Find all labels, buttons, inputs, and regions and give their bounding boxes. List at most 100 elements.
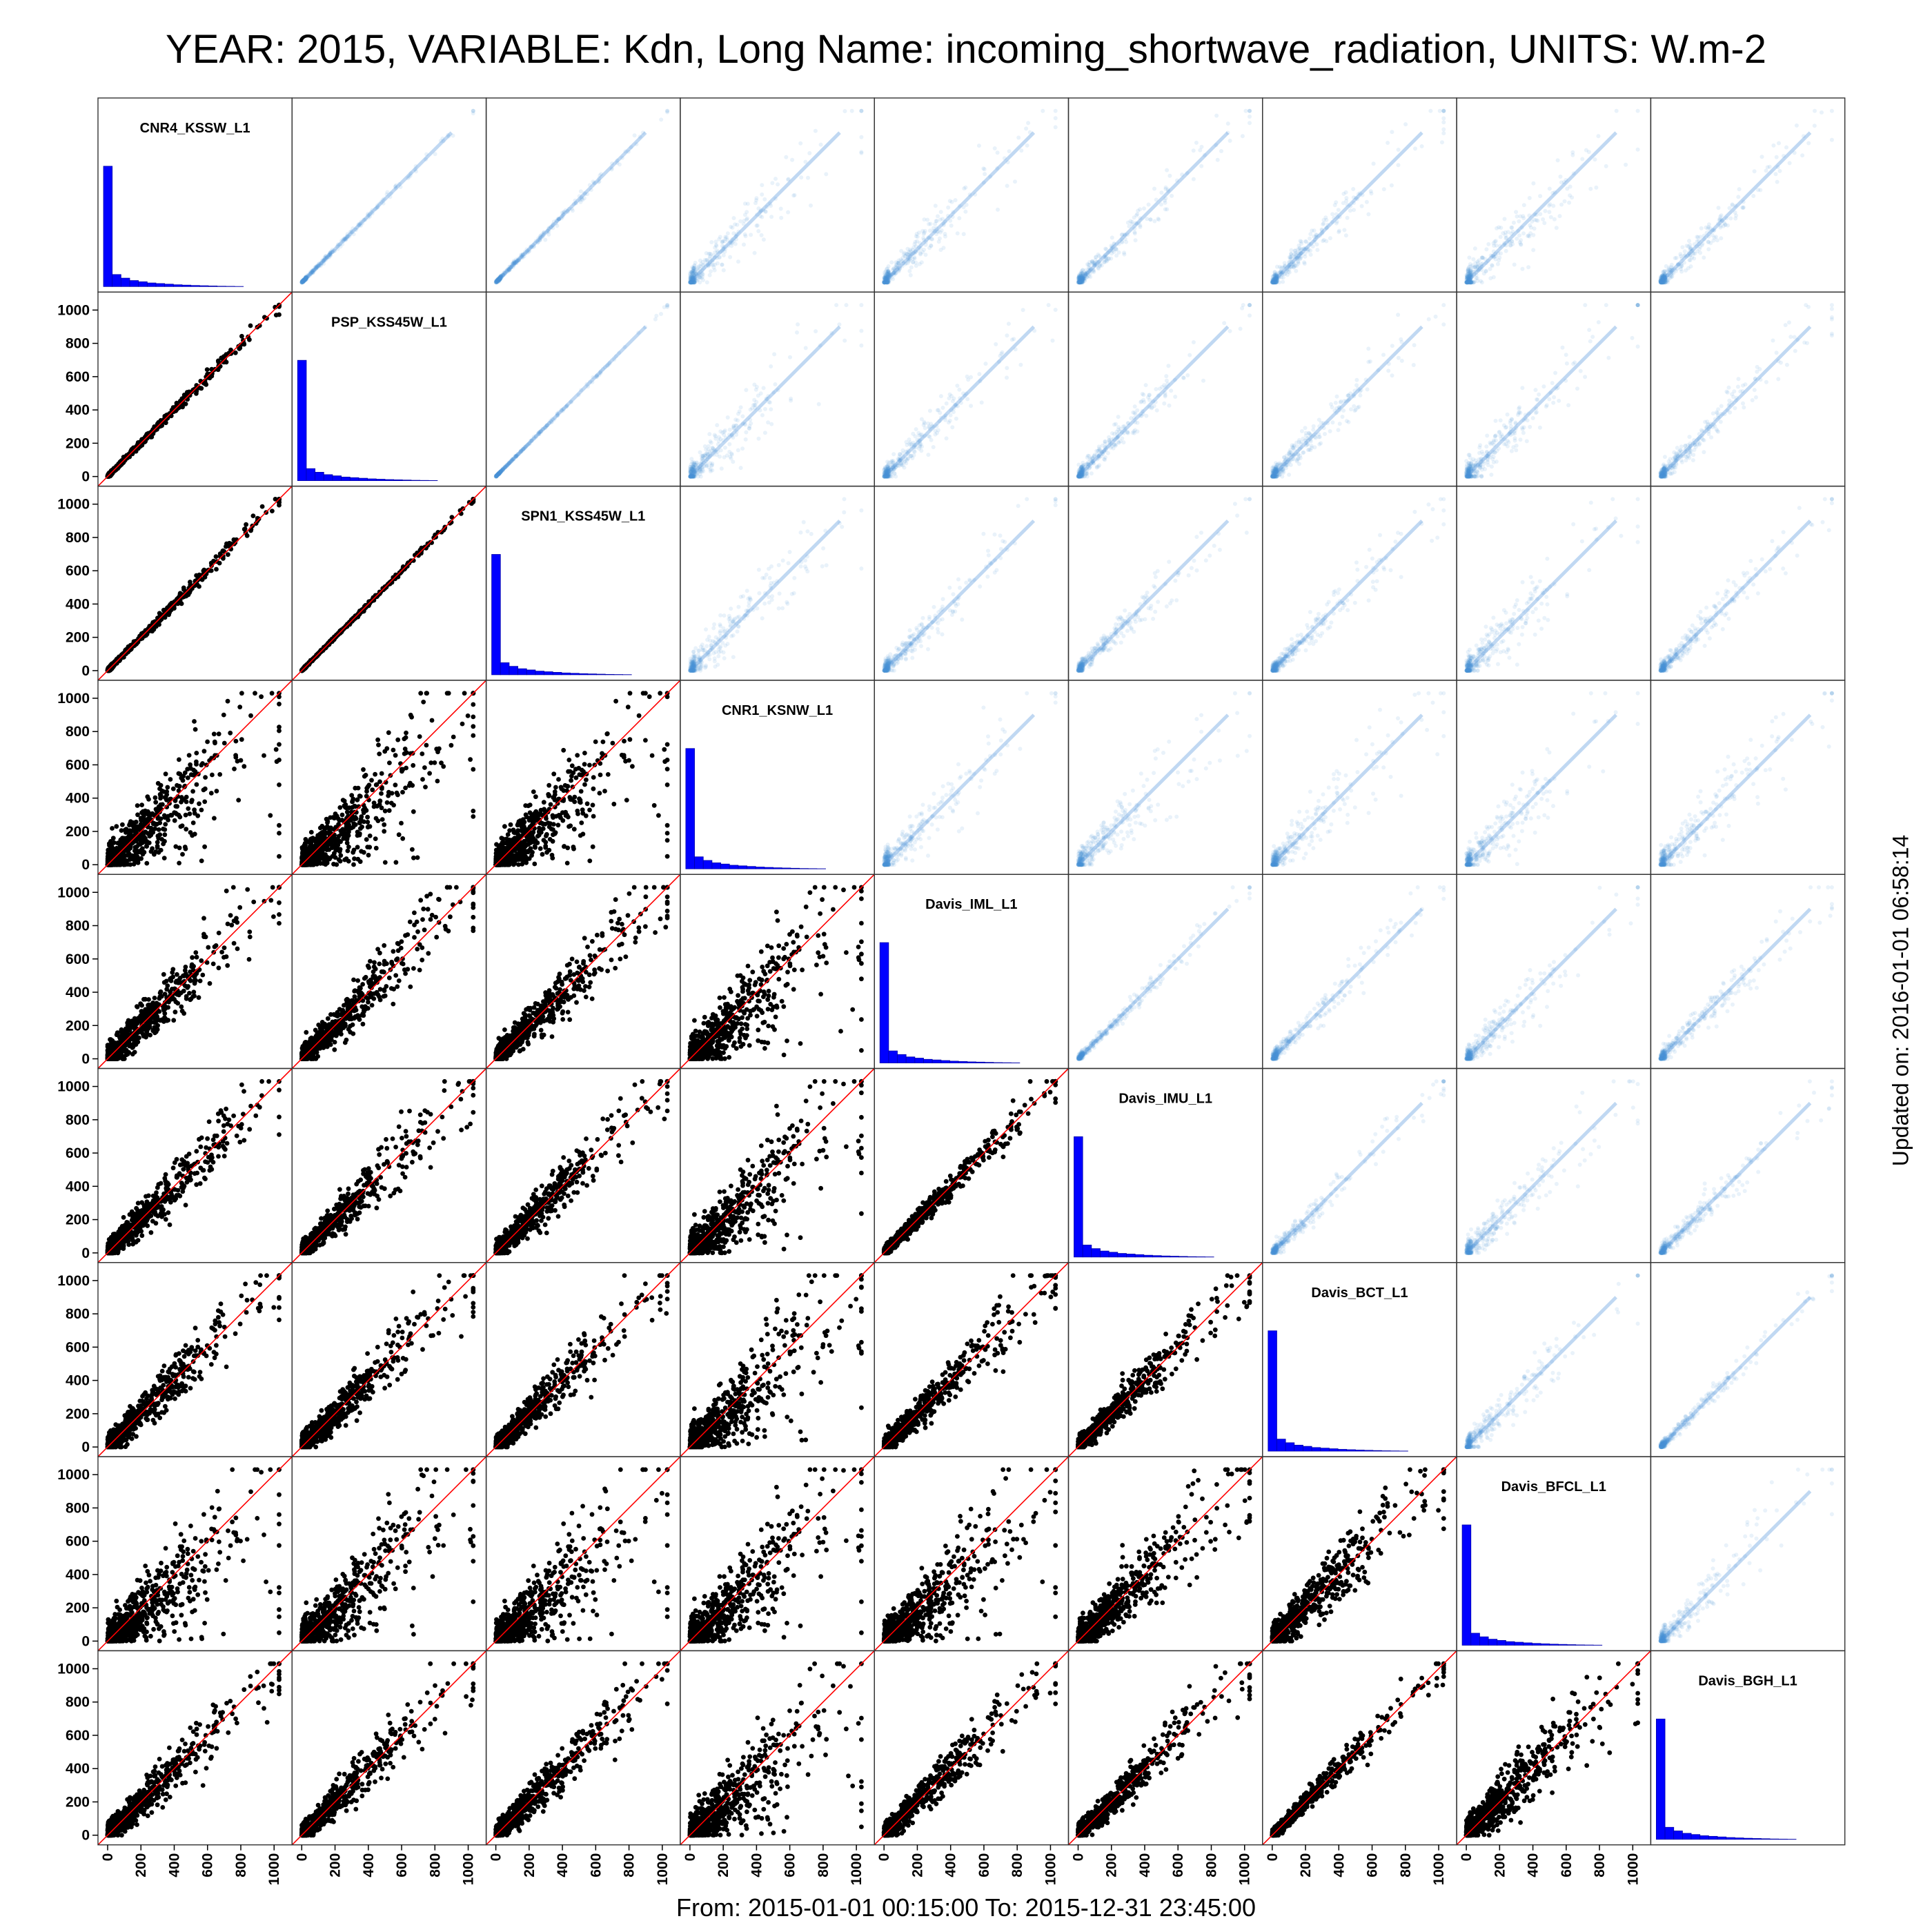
density-point xyxy=(1077,280,1082,285)
density-point xyxy=(906,257,911,262)
density-point xyxy=(918,252,923,257)
density-point xyxy=(689,474,693,479)
density-point xyxy=(691,277,696,282)
density-point xyxy=(887,272,891,276)
density-point xyxy=(762,431,767,435)
density-point xyxy=(1669,272,1674,277)
density-point xyxy=(1715,238,1719,243)
density-point xyxy=(300,279,305,284)
density-point xyxy=(620,155,624,160)
density-point xyxy=(1105,451,1110,455)
density-point xyxy=(1140,391,1145,396)
density-point xyxy=(918,251,923,256)
density-point xyxy=(691,270,696,275)
panel-0-5 xyxy=(1067,97,1263,293)
density-point xyxy=(313,266,318,271)
density-point xyxy=(503,465,508,470)
density-point xyxy=(496,278,501,283)
density-point xyxy=(954,402,958,407)
density-point xyxy=(907,437,911,442)
density-point xyxy=(1079,273,1084,278)
density-point xyxy=(414,169,418,174)
density-point xyxy=(514,259,519,264)
density-point xyxy=(1079,270,1084,275)
density-point xyxy=(692,266,697,270)
density-point xyxy=(885,280,890,285)
density-point xyxy=(1357,191,1362,195)
density-point xyxy=(495,277,500,282)
density-point xyxy=(691,268,696,273)
density-point xyxy=(1078,469,1083,474)
density-point xyxy=(1215,157,1220,162)
density-point xyxy=(583,192,587,197)
density-point xyxy=(1465,279,1470,284)
density-point xyxy=(698,469,702,474)
density-point xyxy=(497,471,502,476)
density-point xyxy=(1270,280,1274,285)
density-point xyxy=(1472,271,1477,276)
density-point xyxy=(933,432,938,437)
density-point xyxy=(538,238,542,243)
density-point xyxy=(895,261,900,266)
density-point xyxy=(691,270,696,275)
density-point xyxy=(1076,279,1081,284)
density-point xyxy=(1163,384,1168,389)
density-point xyxy=(754,198,759,203)
density-point xyxy=(891,466,896,471)
density-point xyxy=(692,467,697,472)
density-point xyxy=(1081,280,1085,285)
density-point xyxy=(688,280,693,285)
density-point xyxy=(519,448,524,453)
density-point xyxy=(498,469,503,474)
density-point xyxy=(1662,280,1666,285)
density-point xyxy=(1274,280,1279,285)
density-point xyxy=(692,277,697,282)
density-point xyxy=(894,474,898,479)
density-point xyxy=(885,275,889,280)
density-point xyxy=(1662,277,1666,282)
density-point xyxy=(884,274,889,278)
density-point xyxy=(1687,251,1692,256)
density-point xyxy=(765,204,769,209)
density-point xyxy=(1270,280,1275,285)
density-point xyxy=(1493,252,1498,257)
density-point xyxy=(498,275,503,279)
density-point xyxy=(1702,233,1706,238)
density-point xyxy=(692,470,697,475)
density-point xyxy=(1495,226,1499,230)
density-point xyxy=(497,471,502,475)
density-point xyxy=(1103,439,1107,444)
density-point xyxy=(895,267,900,272)
density-point xyxy=(1274,273,1279,278)
density-point xyxy=(920,434,925,439)
density-point xyxy=(1077,279,1082,284)
density-point xyxy=(717,435,721,440)
density-point xyxy=(734,423,739,428)
density-point xyxy=(502,464,507,469)
density-point xyxy=(322,258,326,263)
density-point xyxy=(1470,280,1475,285)
density-point xyxy=(1661,280,1666,285)
density-point xyxy=(693,471,697,475)
histogram-bar xyxy=(306,468,316,482)
histogram-bar xyxy=(155,283,166,287)
density-point xyxy=(508,266,513,270)
density-point xyxy=(1479,280,1484,285)
density-point xyxy=(893,271,898,276)
density-point xyxy=(713,262,718,267)
density-point xyxy=(894,271,898,275)
density-point xyxy=(702,444,707,448)
density-point xyxy=(1328,236,1332,241)
density-point xyxy=(859,328,864,333)
density-point xyxy=(1013,347,1018,352)
density-point xyxy=(886,268,891,273)
density-point xyxy=(1660,273,1665,278)
density-point xyxy=(718,429,723,434)
density-point xyxy=(1277,280,1282,285)
density-point xyxy=(499,469,504,473)
density-point xyxy=(560,213,564,218)
density-point xyxy=(740,446,745,451)
density-point xyxy=(756,229,761,233)
density-point xyxy=(643,325,648,330)
density-point xyxy=(1775,165,1780,170)
